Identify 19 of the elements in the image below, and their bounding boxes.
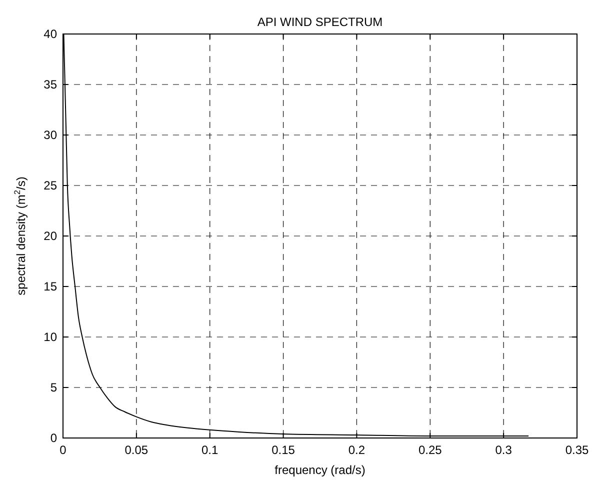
x-tick-label: 0.1	[202, 443, 219, 457]
y-tick-label: 5	[50, 380, 58, 394]
x-tick-label: 0.25	[418, 443, 442, 457]
x-tick-label: 0.2	[348, 443, 366, 457]
y-tick-label: 15	[44, 280, 58, 294]
y-tick-label: 35	[44, 78, 58, 92]
y-tick-label: 30	[44, 128, 58, 142]
y-tick-label: 40	[44, 27, 58, 41]
y-tick-label: 10	[44, 330, 58, 344]
x-axis-title: frequency (rad/s)	[274, 463, 366, 477]
x-tick-label: 0.3	[495, 443, 512, 457]
y-tick-label: 0	[50, 431, 58, 445]
x-tick-label: 0.35	[565, 443, 589, 457]
x-tick-label: 0.05	[124, 443, 148, 457]
x-tick-label: 0.15	[272, 443, 296, 457]
chart-title: API WIND SPECTRUM	[257, 15, 383, 29]
y-tick-label: 25	[44, 178, 58, 192]
x-tick-label: 0	[60, 443, 67, 457]
y-tick-label: 20	[44, 229, 58, 243]
